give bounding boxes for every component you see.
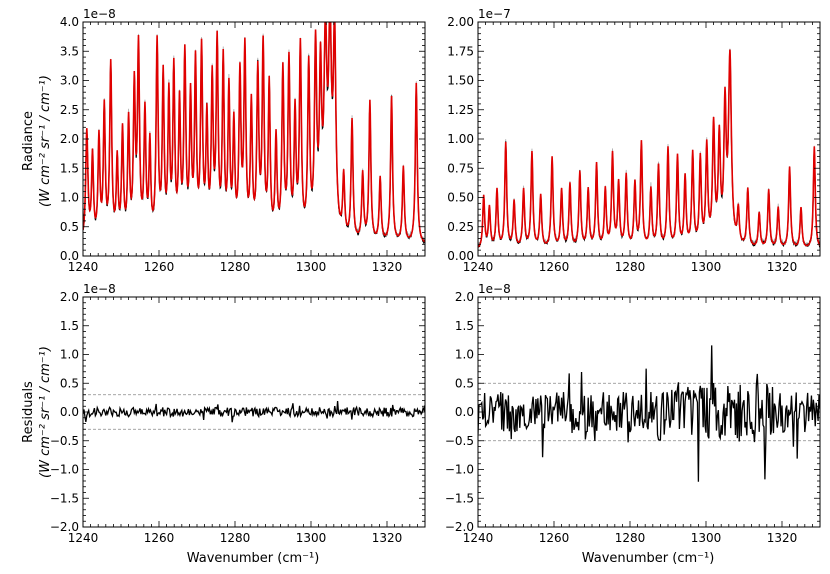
y-tick-label: 0.50: [447, 191, 474, 205]
axis-offset-label: 1e−7: [478, 7, 511, 21]
x-tick-label: 1300: [691, 531, 722, 545]
xlabel-right: Wavenumber (cm⁻¹): [582, 551, 715, 566]
y-tick-label: 0.5: [60, 376, 79, 390]
y-tick-label: 2.0: [60, 290, 79, 304]
plot-frame: [82, 21, 426, 257]
y-tick-label: −1.0: [50, 463, 79, 477]
panel-residuals-left: 1240 1260 1280 1300 1320 −2.0 −1.5 −1.0 −0.5 0.0 0…: [50, 282, 426, 545]
xlabel-left: Wavenumber (cm⁻¹): [187, 551, 320, 566]
y-tick-label: 0.5: [60, 220, 79, 234]
y-tick-label: 1.0: [60, 191, 79, 205]
y-tick-label: 4.0: [60, 15, 79, 29]
x-tick-label: 1240: [68, 531, 99, 545]
y-tick-label: 0.0: [455, 405, 474, 419]
x-tick-label: 1260: [539, 260, 570, 274]
ylabel-top: Radiance: [21, 111, 36, 171]
y-tick-label: 0.00: [447, 249, 474, 263]
plot-area: [478, 345, 820, 482]
plot-area: [83, 22, 425, 245]
y-tick-label: 1.50: [447, 74, 474, 88]
x-tick-label: 1280: [220, 260, 251, 274]
y-tick-label: −0.5: [50, 434, 79, 448]
y-tick-label: 0.0: [60, 405, 79, 419]
x-tick-label: 1280: [615, 260, 646, 274]
y-tick-label: 2.5: [60, 103, 79, 117]
x-tick-label: 1320: [767, 260, 798, 274]
axis-offset-label: 1e−8: [478, 282, 511, 296]
y-tick-label: 0.5: [455, 376, 474, 390]
y-tick-label: 1.75: [447, 44, 474, 58]
y-tick-label: 1.5: [455, 319, 474, 333]
y-tick-label: 2.0: [60, 132, 79, 146]
x-tick-label: 1260: [144, 260, 175, 274]
x-tick-label: 1320: [372, 260, 403, 274]
panel-radiance-right: 1240 1260 1280 1300 1320 0.00 0.25 0.50 0.75 1.00…: [447, 7, 821, 274]
x-tick-label: 1300: [296, 531, 327, 545]
series-model-line: [478, 49, 820, 248]
y-tick-label: −2.0: [445, 520, 474, 534]
y-tick-label: 3.5: [60, 44, 79, 58]
axis-offset-label: 1e−8: [83, 7, 116, 21]
axis-offset-label: 1e−8: [83, 282, 116, 296]
y-tick-label: 1.0: [60, 348, 79, 362]
y-tick-label: 3.0: [60, 74, 79, 88]
y-tick-label: −1.5: [445, 491, 474, 505]
ylabel-bottom: Residuals: [21, 381, 36, 443]
panel-radiance-left: 1240 1260 1280 1300 1320 0.0 0.5 1.0 1.5 2.0 2.5 3.…: [60, 7, 426, 274]
x-tick-label: 1320: [372, 531, 403, 545]
y-tick-label: 2.0: [455, 290, 474, 304]
x-tick-label: 1300: [296, 260, 327, 274]
plot-area: [478, 48, 820, 249]
series-residual-line: [83, 400, 425, 423]
y-tick-label: −1.5: [50, 491, 79, 505]
y-tick-label: 0.25: [447, 220, 474, 234]
series-residual-line: [478, 345, 820, 482]
y-tick-label: −1.0: [445, 463, 474, 477]
series-model-line: [83, 22, 425, 243]
y-tick-label: −2.0: [50, 520, 79, 534]
ylabel-top-units: (W cm⁻² sr⁻¹ / cm⁻¹): [38, 75, 53, 207]
x-tick-label: 1240: [68, 260, 99, 274]
y-tick-label: 2.00: [447, 15, 474, 29]
y-tick-label: 0.75: [447, 161, 474, 175]
x-tick-label: 1280: [220, 531, 251, 545]
x-tick-label: 1280: [615, 531, 646, 545]
plot-area: [83, 394, 425, 430]
panel-residuals-right: 1240 1260 1280 1300 1320 −2.0 −1.5 −1.0 −0.5 0.0 0…: [445, 282, 821, 545]
y-tick-label: 1.00: [447, 132, 474, 146]
x-tick-label: 1240: [463, 260, 494, 274]
y-tick-label: −0.5: [445, 434, 474, 448]
ylabel-bottom-units: (W cm⁻² sr⁻¹ / cm⁻¹): [38, 346, 53, 478]
x-tick-label: 1260: [144, 531, 175, 545]
y-tick-label: 1.5: [60, 161, 79, 175]
y-tick-label: 0.0: [60, 249, 79, 263]
y-tick-label: 1.0: [455, 348, 474, 362]
x-tick-label: 1300: [691, 260, 722, 274]
x-tick-label: 1320: [767, 531, 798, 545]
y-tick-label: 1.25: [447, 103, 474, 117]
x-tick-label: 1240: [463, 531, 494, 545]
y-tick-label: 1.5: [60, 319, 79, 333]
x-tick-label: 1260: [539, 531, 570, 545]
